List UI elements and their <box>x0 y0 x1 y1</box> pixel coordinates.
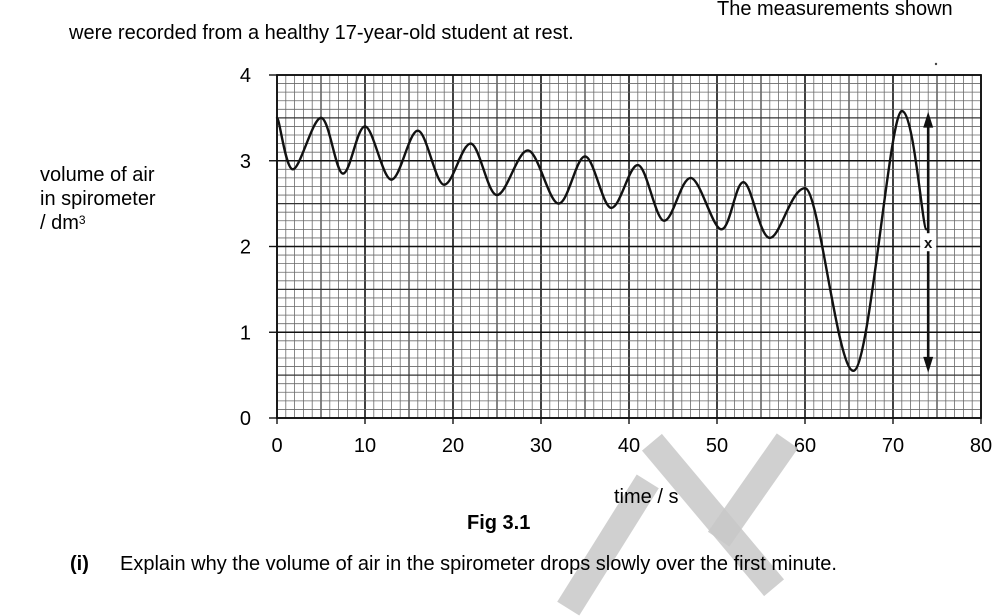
svg-text:0: 0 <box>271 435 282 457</box>
chart-axes <box>269 74 982 424</box>
intro-text: were recorded from a healthy 17-year-old… <box>69 22 574 44</box>
svg-text:40: 40 <box>618 435 640 457</box>
y-axis-label-line-2: in spirometer <box>40 188 156 210</box>
y-axis-label: volume of air in spirometer / dm3 <box>40 163 156 235</box>
chart-grid <box>276 74 982 419</box>
figure-caption: Fig 3.1 <box>467 512 531 534</box>
svg-text:30: 30 <box>530 435 552 457</box>
x-axis-label: time / s <box>614 486 679 508</box>
intro-text-right: The measurements shown <box>717 0 953 20</box>
chart-tick-labels: 0 10 20 30 40 50 60 70 80 0 1 2 3 4 <box>240 65 992 457</box>
y-axis-label-line-3: / dm3 <box>40 211 156 235</box>
question-text: Explain why the volume of air in the spi… <box>120 553 837 575</box>
svg-text:70: 70 <box>882 435 904 457</box>
y-axis-label-line-1: volume of air <box>40 164 155 186</box>
spirometer-chart: 0 10 20 30 40 50 60 70 80 0 1 2 3 4 x <box>240 62 992 457</box>
svg-text:1: 1 <box>240 322 251 344</box>
volume-curve <box>275 109 928 373</box>
svg-text:4: 4 <box>240 65 251 87</box>
y-axis-unit-superscript: 3 <box>78 213 86 227</box>
svg-text:20: 20 <box>442 435 464 457</box>
svg-text:2: 2 <box>240 237 251 259</box>
svg-text:50: 50 <box>706 435 728 457</box>
annotation-x-arrow: x <box>920 62 938 373</box>
svg-text:60: 60 <box>794 435 816 457</box>
svg-text:80: 80 <box>970 435 992 457</box>
svg-text:3: 3 <box>240 151 251 173</box>
question-number: (i) <box>70 553 89 575</box>
svg-text:0: 0 <box>240 408 251 430</box>
y-axis-unit: / dm <box>40 212 79 234</box>
svg-text:x: x <box>924 235 933 252</box>
svg-text:10: 10 <box>354 435 376 457</box>
